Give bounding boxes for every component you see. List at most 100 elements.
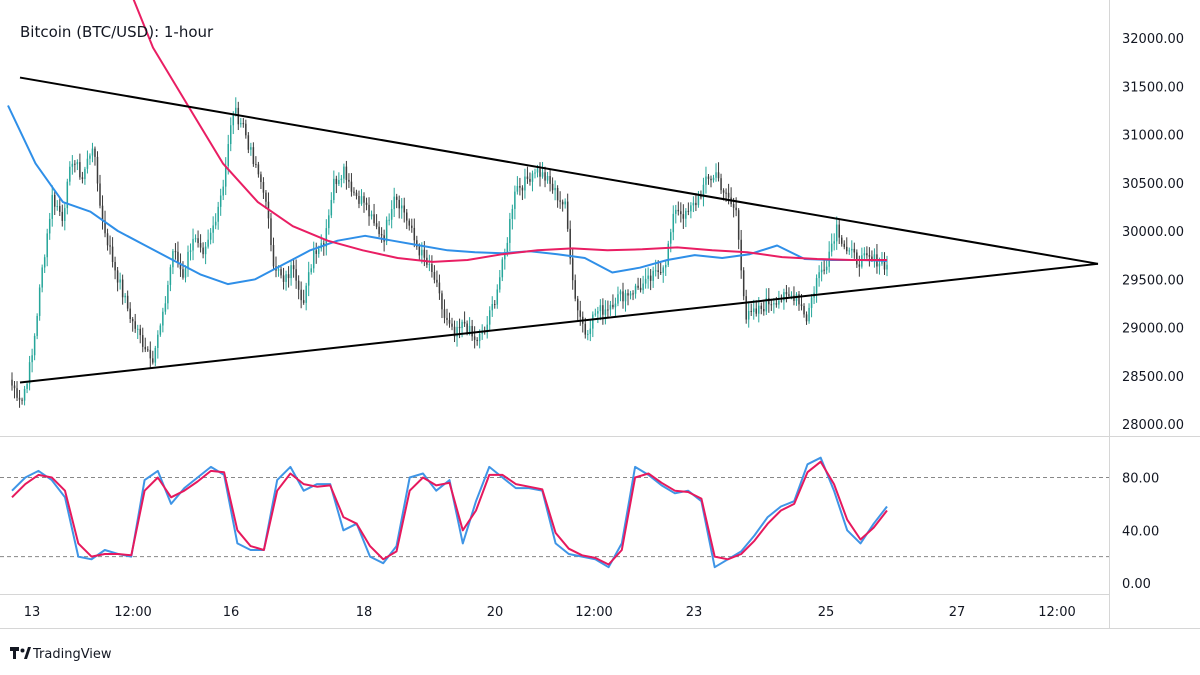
candle bbox=[207, 229, 209, 249]
candle-body bbox=[637, 285, 639, 288]
candle-body bbox=[486, 324, 488, 333]
candle-body bbox=[664, 264, 667, 268]
candle-body bbox=[727, 192, 730, 198]
candle bbox=[473, 326, 476, 349]
candle-body bbox=[702, 184, 705, 198]
candle bbox=[436, 270, 438, 288]
candle bbox=[398, 195, 400, 219]
candle-body bbox=[443, 309, 446, 318]
candle bbox=[604, 300, 607, 325]
candle bbox=[820, 261, 823, 282]
candle-body bbox=[680, 211, 682, 215]
candle-body bbox=[760, 305, 763, 309]
candle bbox=[737, 208, 740, 250]
candle-body bbox=[368, 204, 370, 217]
candle bbox=[53, 189, 56, 216]
candle bbox=[634, 283, 637, 299]
candle-body bbox=[692, 202, 695, 206]
candle bbox=[338, 172, 340, 186]
candle bbox=[116, 267, 119, 292]
candle bbox=[509, 212, 511, 252]
candle-body bbox=[717, 172, 720, 179]
candle bbox=[491, 296, 493, 317]
candle-body bbox=[257, 164, 260, 175]
candle bbox=[735, 197, 737, 217]
candle bbox=[43, 254, 46, 273]
candle-body bbox=[514, 191, 516, 209]
candle bbox=[848, 247, 851, 255]
candle bbox=[599, 299, 602, 321]
candle-body bbox=[56, 206, 59, 208]
candle bbox=[564, 198, 566, 209]
oscillator-levels bbox=[0, 477, 1109, 558]
candle-body bbox=[539, 168, 541, 177]
candle bbox=[574, 274, 576, 302]
candle-body bbox=[51, 194, 53, 219]
candle bbox=[584, 317, 587, 339]
candle-body bbox=[524, 176, 526, 191]
candle-body bbox=[365, 202, 368, 205]
candle-body bbox=[644, 278, 647, 284]
candle-body bbox=[715, 172, 717, 178]
candle bbox=[86, 150, 89, 174]
candle bbox=[36, 313, 38, 340]
candle bbox=[659, 262, 662, 275]
candle-body bbox=[659, 271, 662, 273]
candle bbox=[71, 155, 74, 175]
candle-body bbox=[629, 293, 632, 296]
candle bbox=[355, 189, 358, 200]
candle bbox=[692, 196, 695, 213]
candle-body bbox=[305, 285, 307, 303]
candle bbox=[632, 290, 634, 301]
candle-body bbox=[411, 225, 413, 228]
candle-body bbox=[89, 155, 91, 159]
candle bbox=[61, 204, 64, 227]
candle-body bbox=[808, 307, 810, 322]
candle bbox=[642, 275, 644, 294]
candle-body bbox=[106, 233, 109, 246]
price-tick-4: 30000.00 bbox=[1122, 225, 1184, 240]
candle bbox=[883, 252, 886, 275]
candle-body bbox=[614, 303, 617, 308]
candle bbox=[448, 312, 451, 328]
candle bbox=[56, 200, 59, 211]
candle-body bbox=[66, 181, 69, 209]
candle bbox=[18, 389, 21, 408]
price-tick-6: 29000.00 bbox=[1122, 322, 1184, 337]
candle-body bbox=[803, 306, 805, 315]
candle-body bbox=[858, 264, 861, 267]
candle bbox=[662, 265, 664, 283]
candle bbox=[315, 242, 317, 264]
candle bbox=[416, 235, 418, 250]
candle bbox=[866, 246, 868, 259]
candle bbox=[96, 151, 99, 192]
candle bbox=[496, 284, 499, 309]
candle bbox=[189, 243, 192, 261]
candle-body bbox=[853, 248, 856, 253]
time-tick-9: 12:00 bbox=[1038, 605, 1075, 620]
candle bbox=[587, 329, 589, 341]
candle bbox=[74, 160, 76, 173]
candle bbox=[773, 298, 775, 314]
candle-body bbox=[675, 209, 677, 214]
candle-body bbox=[406, 212, 408, 221]
candle-body bbox=[657, 270, 659, 272]
candle-body bbox=[785, 292, 788, 295]
candle-body bbox=[672, 213, 675, 233]
candle-body bbox=[393, 196, 395, 210]
candle-body bbox=[758, 305, 760, 314]
candle bbox=[494, 300, 496, 309]
candle bbox=[833, 233, 835, 251]
candle bbox=[677, 201, 680, 216]
candle-body bbox=[471, 325, 473, 337]
candle bbox=[139, 324, 141, 344]
candle-body bbox=[589, 328, 592, 334]
candle bbox=[411, 218, 413, 233]
candle-body bbox=[126, 295, 129, 309]
candle-body bbox=[189, 250, 192, 252]
candle bbox=[335, 175, 338, 194]
candle-body bbox=[441, 293, 443, 310]
candle-body bbox=[177, 251, 179, 264]
candle-body bbox=[695, 202, 697, 206]
candle-body bbox=[780, 300, 783, 302]
